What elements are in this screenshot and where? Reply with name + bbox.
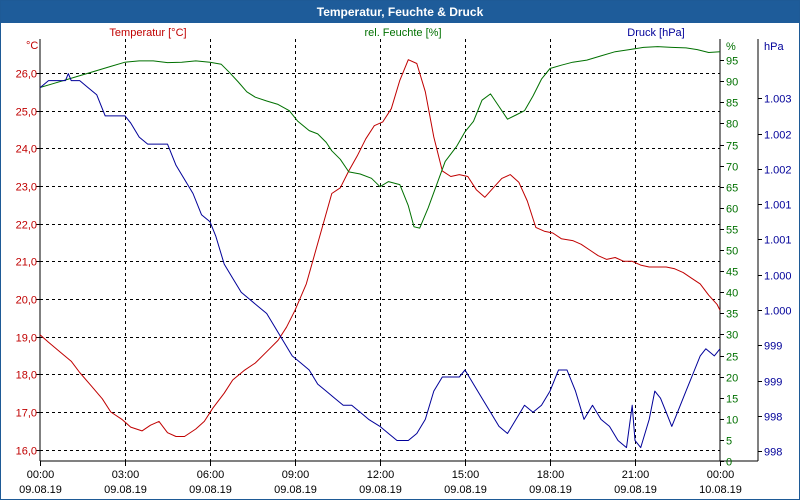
x-tick-date-label: 09.08.19 bbox=[104, 484, 147, 496]
x-tick-date-label: 09.08.19 bbox=[19, 484, 62, 496]
pressure-unit: hPa bbox=[764, 41, 784, 53]
x-tick-time-label: 21:00 bbox=[622, 469, 650, 481]
x-tick-time-label: 00:00 bbox=[27, 469, 55, 481]
x-tick-date-label: 09.08.19 bbox=[274, 484, 317, 496]
humidity-tick-label: 15 bbox=[726, 394, 738, 406]
pressure-tick-label: 1.001 bbox=[764, 200, 792, 212]
humidity-series-line bbox=[39, 46, 721, 229]
humidity-tick-label: 30 bbox=[726, 330, 738, 342]
pressure-tick-label: 999 bbox=[764, 341, 782, 353]
humidity-tick-label: 5 bbox=[726, 436, 732, 448]
pressure-tick-label: 998 bbox=[764, 447, 782, 459]
pressure-tick-label: 999 bbox=[764, 377, 782, 389]
x-tick-time-label: 18:00 bbox=[537, 469, 565, 481]
pressure-tick-label: 1.002 bbox=[764, 130, 792, 142]
pressure-series-line bbox=[39, 73, 721, 449]
humidity-tick-label: 50 bbox=[726, 246, 738, 258]
x-tick-date-label: 10.08.19 bbox=[699, 484, 742, 496]
temperature-tick-label: 18,0 bbox=[16, 370, 37, 382]
x-tick-date-label: 09.08.19 bbox=[444, 484, 487, 496]
chart-title: Temperatur, Feuchte & Druck bbox=[316, 5, 484, 19]
humidity-tick-label: 90 bbox=[726, 77, 738, 89]
x-tick-time-label: 00:00 bbox=[707, 469, 735, 481]
temperature-tick-label: 17,0 bbox=[16, 408, 37, 420]
temperature-axis-label: Temperatur [°C] bbox=[109, 27, 186, 39]
temperature-tick-label: 24,0 bbox=[16, 144, 37, 156]
humidity-tick-label: 60 bbox=[726, 204, 738, 216]
pressure-axis-label: Druck [hPa] bbox=[627, 27, 684, 39]
title-bar: Temperatur, Feuchte & Druck bbox=[1, 1, 799, 23]
humidity-tick-label: 80 bbox=[726, 119, 738, 131]
x-tick-date-label: 09.08.19 bbox=[614, 484, 657, 496]
humidity-tick-label: 10 bbox=[726, 415, 738, 427]
x-tick-date-label: 09.08.19 bbox=[529, 484, 572, 496]
temperature-tick-label: 26,0 bbox=[16, 69, 37, 81]
tick-labels: 00:00 09.08.19 03:00 09.08.19 06:00 09.08.19 0… bbox=[16, 56, 792, 497]
pressure-tick-label: 1.000 bbox=[764, 271, 792, 283]
humidity-tick-label: 65 bbox=[726, 183, 738, 195]
temperature-tick-label: 22,0 bbox=[16, 220, 37, 232]
humidity-unit: % bbox=[726, 41, 736, 53]
series bbox=[39, 46, 721, 449]
x-tick-time-label: 03:00 bbox=[112, 469, 140, 481]
x-tick-time-label: 12:00 bbox=[367, 469, 395, 481]
humidity-tick-label: 70 bbox=[726, 162, 738, 174]
temperature-tick-label: 20,0 bbox=[16, 295, 37, 307]
humidity-tick-label: 0 bbox=[726, 457, 732, 469]
humidity-tick-label: 40 bbox=[726, 288, 738, 300]
temperature-tick-label: 19,0 bbox=[16, 333, 37, 345]
humidity-tick-label: 45 bbox=[726, 267, 738, 279]
pressure-tick-label: 1.003 bbox=[764, 94, 792, 106]
x-tick-date-label: 09.08.19 bbox=[359, 484, 402, 496]
pressure-tick-label: 1.001 bbox=[764, 235, 792, 247]
x-tick-time-label: 15:00 bbox=[452, 469, 480, 481]
temperature-tick-label: 25,0 bbox=[16, 107, 37, 119]
pressure-tick-label: 1.002 bbox=[764, 165, 792, 177]
temperature-tick-label: 16,0 bbox=[16, 446, 37, 458]
temperature-tick-label: 21,0 bbox=[16, 257, 37, 269]
pressure-tick-label: 998 bbox=[764, 412, 782, 424]
x-tick-date-label: 09.08.19 bbox=[189, 484, 232, 496]
humidity-tick-label: 25 bbox=[726, 352, 738, 364]
humidity-axis-label: rel. Feuchte [%] bbox=[364, 27, 441, 39]
temperature-unit: °C bbox=[26, 40, 38, 52]
grid bbox=[40, 39, 720, 461]
pressure-tick-label: 1.000 bbox=[764, 306, 792, 318]
humidity-tick-label: 20 bbox=[726, 373, 738, 385]
x-tick-time-label: 09:00 bbox=[282, 469, 310, 481]
humidity-tick-label: 35 bbox=[726, 309, 738, 321]
humidity-tick-label: 95 bbox=[726, 56, 738, 68]
temperature-tick-label: 23,0 bbox=[16, 182, 37, 194]
humidity-tick-label: 85 bbox=[726, 98, 738, 110]
humidity-tick-label: 75 bbox=[726, 141, 738, 153]
x-tick-time-label: 06:00 bbox=[197, 469, 225, 481]
temperature-series-line bbox=[39, 59, 721, 437]
humidity-tick-label: 55 bbox=[726, 225, 738, 237]
